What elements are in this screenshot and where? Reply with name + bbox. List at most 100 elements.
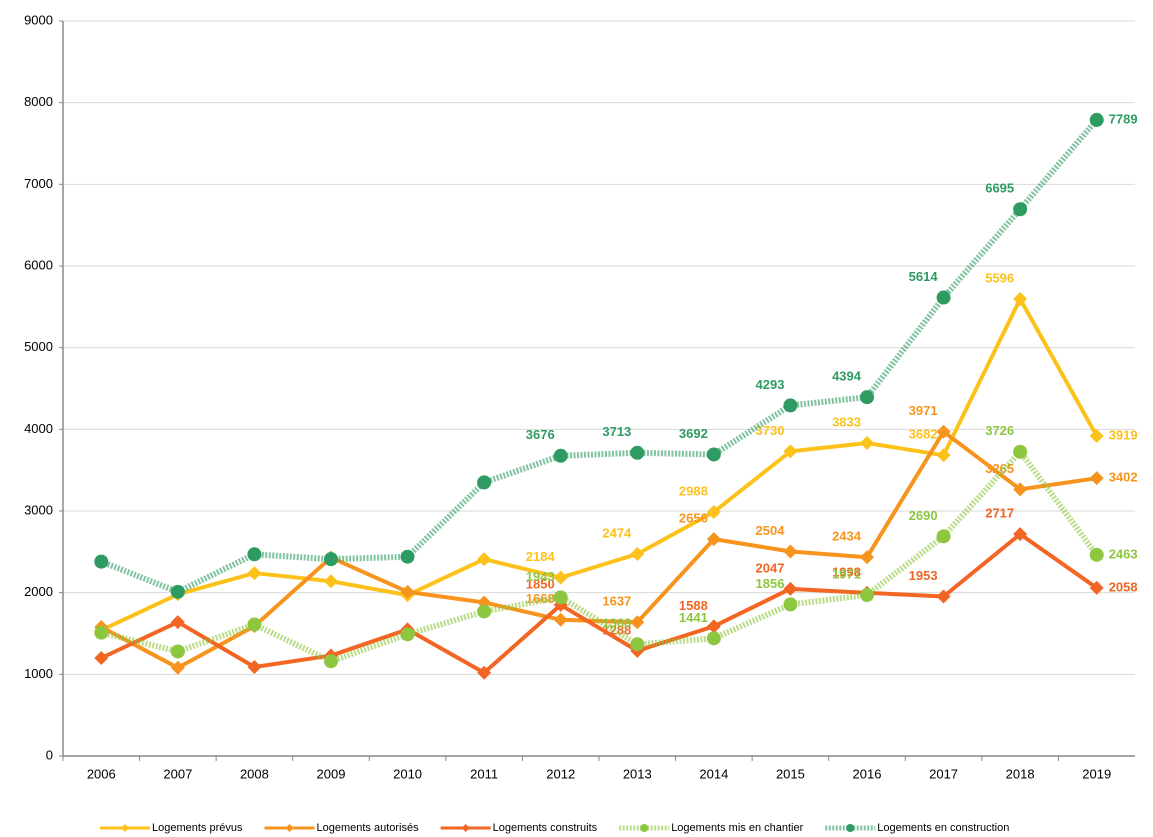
- x-tick-label: 2007: [163, 766, 192, 781]
- data-point: [1089, 112, 1104, 127]
- value-label: 2047: [756, 560, 785, 575]
- value-label: 3265: [985, 461, 1014, 476]
- value-label: 1943: [526, 569, 555, 584]
- value-label: 3971: [909, 403, 938, 418]
- legend-label: Logements en construction: [877, 822, 1009, 834]
- data-point: [94, 651, 109, 665]
- value-label: 2988: [679, 483, 708, 498]
- data-point: [170, 584, 185, 599]
- data-point: [630, 546, 645, 561]
- data-point: [400, 549, 415, 564]
- data-point: [247, 566, 262, 581]
- data-point: [1089, 471, 1104, 486]
- y-tick-label: 2000: [24, 584, 53, 599]
- data-point: [477, 475, 492, 490]
- data-point: [936, 448, 951, 463]
- legend-marker: [285, 824, 294, 832]
- legend-label: Logements prévus: [152, 822, 243, 834]
- data-point: [247, 659, 262, 674]
- x-tick-label: 2016: [853, 766, 882, 781]
- legend-label: Logements autorisés: [317, 822, 420, 834]
- x-tick-label: 2010: [393, 766, 422, 781]
- value-label: 2463: [1109, 546, 1138, 561]
- value-label: 3919: [1109, 427, 1138, 442]
- value-label: 3726: [985, 423, 1014, 438]
- data-point: [1013, 291, 1028, 306]
- value-label: 5614: [909, 269, 939, 284]
- x-tick-label: 2011: [470, 766, 498, 781]
- value-label: 1856: [756, 576, 785, 591]
- data-point: [706, 619, 721, 634]
- value-label: 2184: [526, 549, 556, 564]
- data-point: [400, 627, 415, 642]
- legend: Logements prévus Logements autorisés Logem…: [100, 822, 1009, 834]
- value-label: 2474: [602, 525, 632, 540]
- data-point: [936, 529, 951, 544]
- legend-label: Logements construits: [493, 822, 598, 834]
- y-tick-label: 7000: [24, 176, 53, 191]
- data-point: [170, 644, 185, 659]
- value-label: 1588: [679, 598, 708, 613]
- data-point: [630, 445, 645, 460]
- value-label: 3833: [832, 414, 861, 429]
- data-point: [936, 290, 951, 305]
- data-point: [1089, 428, 1104, 443]
- data-point: [1089, 547, 1104, 562]
- series-line: [100, 532, 1098, 675]
- data-point: [477, 604, 492, 619]
- series-line: [100, 117, 1099, 595]
- y-tick-label: 5000: [24, 339, 53, 354]
- data-point: [630, 637, 645, 652]
- value-label: 1850: [526, 576, 555, 591]
- value-label: 1953: [909, 568, 938, 583]
- value-label: 1971: [832, 566, 861, 581]
- legend-marker: [640, 824, 649, 832]
- x-tick-label: 2015: [776, 766, 805, 781]
- data-point: [1013, 482, 1028, 497]
- value-label: 2504: [756, 523, 786, 538]
- data-point: [706, 532, 721, 547]
- value-label: 1998: [832, 564, 861, 579]
- data-point: [1013, 444, 1028, 459]
- data-point: [553, 590, 568, 605]
- series-line: [100, 296, 1099, 633]
- value-label: 6695: [985, 181, 1014, 196]
- value-label: 4394: [832, 369, 862, 384]
- y-tick-label: 1000: [24, 666, 53, 681]
- data-point: [247, 617, 262, 632]
- value-label: 1637: [602, 594, 631, 609]
- value-label: 1441: [679, 610, 708, 625]
- data-point: [1089, 580, 1104, 595]
- value-label: 2690: [909, 508, 938, 523]
- data-point: [630, 615, 645, 630]
- data-point: [553, 448, 568, 463]
- x-tick-label: 2013: [623, 766, 652, 781]
- data-point: [936, 589, 951, 604]
- value-label: 7789: [1109, 111, 1138, 126]
- data-point: [94, 625, 109, 640]
- value-label: 5596: [985, 270, 1014, 285]
- y-tick-label: 3000: [24, 502, 53, 517]
- x-tick-label: 2008: [240, 766, 269, 781]
- data-point: [860, 390, 874, 405]
- y-tick-label: 4000: [24, 421, 53, 436]
- y-tick-label: 0: [46, 747, 53, 762]
- x-tick-label: 2018: [1006, 766, 1035, 781]
- x-tick-label: 2014: [699, 766, 728, 781]
- data-point: [860, 588, 874, 603]
- data-point: [706, 631, 721, 646]
- value-label: 3402: [1109, 470, 1138, 485]
- data-point: [783, 581, 798, 596]
- value-label: 3682: [909, 427, 938, 442]
- x-tick-label: 2019: [1082, 766, 1111, 781]
- data-point: [324, 654, 338, 669]
- legend-marker: [461, 824, 470, 832]
- y-tick-label: 8000: [24, 94, 53, 109]
- x-tick-label: 2017: [929, 766, 958, 781]
- legend-marker: [121, 824, 129, 832]
- data-point: [706, 504, 721, 519]
- data-point: [247, 547, 262, 562]
- x-tick-label: 2012: [546, 766, 575, 781]
- data-point: [170, 615, 185, 630]
